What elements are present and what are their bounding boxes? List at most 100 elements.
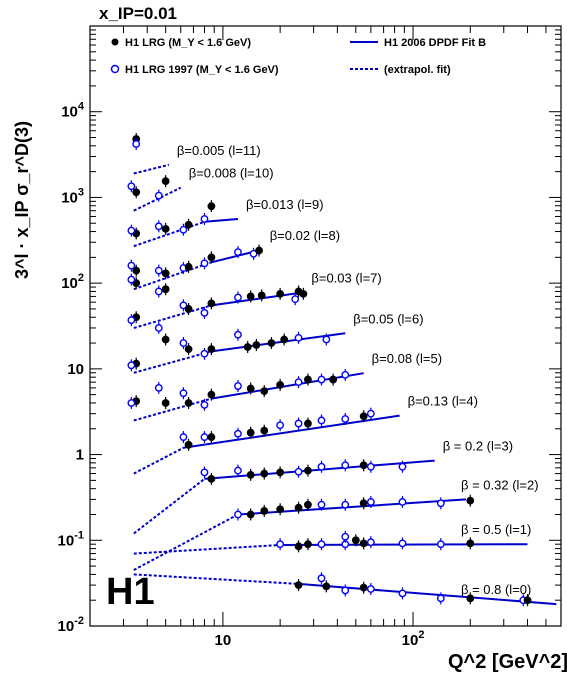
data-point-filled [276, 468, 285, 477]
data-point-filled [246, 428, 255, 437]
data-point-filled [260, 387, 269, 396]
data-point-open [436, 499, 445, 508]
data-point-open [234, 382, 242, 390]
data-point-open [154, 222, 163, 231]
data-point-filled [255, 246, 263, 255]
data-point-filled [184, 345, 193, 354]
data-point-filled [246, 384, 255, 393]
data-point-open [200, 400, 209, 409]
data-point-open [294, 419, 303, 428]
data-point-filled [523, 596, 532, 605]
data-point-open [341, 415, 350, 423]
data-point-open [341, 371, 350, 379]
data-point-filled [184, 220, 193, 229]
data-point-filled [246, 510, 255, 519]
data-point-open [276, 421, 285, 430]
y-tick-label: 10-2 [58, 615, 84, 635]
data-point-open [127, 316, 136, 325]
data-point-open [317, 462, 326, 471]
data-point-open [234, 248, 242, 257]
data-point-open [154, 287, 163, 296]
data-point-open [200, 259, 209, 268]
data-point-open [366, 498, 375, 506]
fit-curve-solid [211, 332, 346, 353]
data-point-filled [304, 466, 312, 475]
data-point-filled [276, 505, 285, 514]
data-point-open [127, 182, 136, 191]
fit-curve-dashed [133, 261, 212, 291]
data-point-open [436, 594, 445, 603]
data-point-open [249, 249, 258, 258]
data-point-filled [207, 202, 216, 211]
data-point-filled [161, 399, 170, 407]
data-point-open [366, 585, 375, 593]
series-label: β = 0.32 (l=2) [461, 477, 539, 492]
y-tick-label: 1 [76, 447, 84, 464]
data-point-open [294, 467, 303, 476]
data-point-open [317, 416, 326, 425]
data-point-filled [359, 539, 368, 548]
legend-label-fit: H1 2006 DPDF Fit B [384, 37, 486, 49]
data-point-open [398, 462, 407, 471]
data-point-open [398, 539, 407, 548]
fit-curve-dashed [133, 397, 212, 422]
data-point-open [366, 462, 375, 471]
data-point-filled [207, 433, 216, 441]
data-point-filled [304, 540, 312, 549]
data-point-filled [267, 339, 276, 347]
fit-curve-dashed [133, 446, 184, 475]
data-point-filled [304, 500, 312, 509]
data-point-open [294, 333, 303, 342]
data-point-filled [359, 461, 368, 470]
fit-curve-dashed [133, 220, 205, 248]
data-point-open [322, 335, 331, 344]
data-point-open [398, 589, 407, 598]
fit-curve-solid [298, 582, 557, 606]
data-point-open [127, 261, 136, 270]
data-point-filled [359, 499, 368, 508]
data-point-open [234, 330, 242, 339]
data-point-open [234, 466, 242, 475]
x-tick-label: 10 [215, 632, 232, 649]
data-point-filled [260, 469, 269, 478]
data-point-open [317, 500, 326, 509]
series-label: β=0.02 (l=8) [270, 228, 340, 243]
legend-label-extrapol: (extrapol. fit) [384, 64, 451, 76]
data-point-open [154, 266, 163, 275]
data-point-open [127, 275, 136, 284]
fit-curve-dashed [133, 304, 212, 329]
legend-marker-filled [111, 38, 119, 46]
series-labels: β=0.005 (l=11) β=0.008 (l=10) β=0.013 (l=9… [177, 143, 539, 597]
data-point-open [179, 339, 188, 347]
experiment-label: H1 [106, 571, 155, 613]
fit-curve-solid [183, 414, 400, 449]
data-point-open [200, 468, 209, 477]
data-point-filled [294, 503, 303, 512]
data-point-filled [322, 582, 331, 591]
data-point-filled [299, 289, 308, 298]
legend: H1 LRG (M_Y < 1.6 GeV) H1 LRG 1997 (M_Y … [110, 37, 486, 76]
data-point-filled [359, 583, 368, 592]
data-point-filled [304, 375, 312, 384]
data-point-open [341, 461, 350, 470]
fit-curve-dashed [133, 544, 281, 555]
plot-frame [89, 25, 562, 627]
y-tick-label: 102 [61, 272, 84, 292]
data-point-filled [207, 475, 216, 483]
data-point-filled [260, 507, 269, 515]
data-point-open [127, 361, 136, 370]
series-label: β = 0.2 (l=3) [443, 439, 513, 454]
data-point-filled [294, 581, 303, 590]
data-point-filled [132, 188, 141, 197]
data-point-open [234, 429, 242, 438]
data-point-open [127, 399, 136, 407]
data-point-open [366, 538, 375, 547]
data-point-filled [294, 542, 303, 551]
data-point-open [179, 225, 188, 234]
legend-marker-open [110, 64, 120, 74]
data-point-open [234, 510, 242, 519]
data-point-filled [184, 305, 193, 313]
series-label: β=0.008 (l=10) [189, 166, 274, 181]
data-point-open [154, 324, 163, 332]
